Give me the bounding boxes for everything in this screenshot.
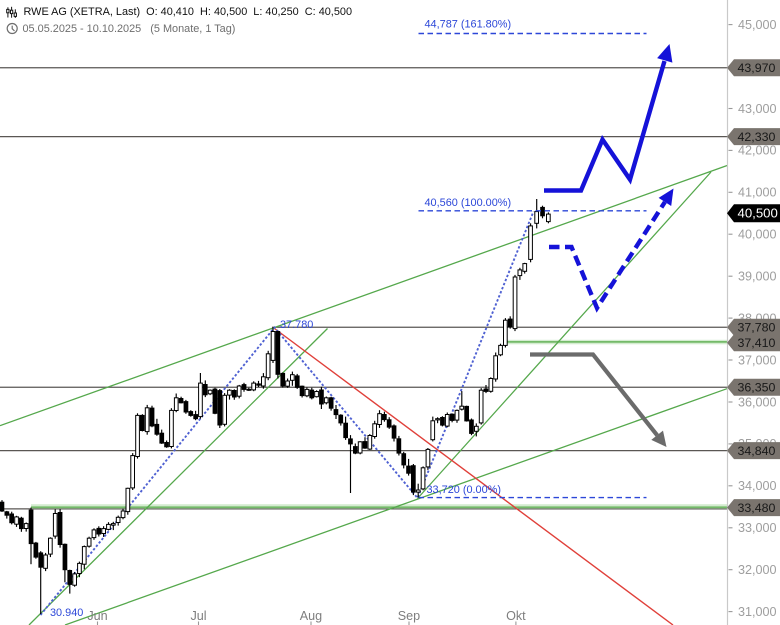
svg-text:42,330: 42,330 [738,130,776,144]
svg-text:05.05.2025 - 10.10.2025 (5 M: 05.05.2025 - 10.10.2025 (5 Monate, 1 Tag… [23,23,236,35]
svg-text:45,000: 45,000 [738,18,777,32]
svg-text:33,720 (0.00%): 33,720 (0.00%) [427,484,501,496]
svg-text:33,000: 33,000 [738,521,777,535]
svg-text:30.940: 30.940 [50,607,83,619]
svg-text:34,840: 34,840 [738,444,776,458]
svg-text:Okt: Okt [506,609,526,623]
svg-text:37.780: 37.780 [280,319,313,331]
svg-text:31,000: 31,000 [738,605,777,619]
svg-text:Sep: Sep [398,609,420,623]
svg-text:33,480: 33,480 [738,501,776,515]
svg-text:Aug: Aug [300,609,322,623]
svg-text:41,000: 41,000 [738,186,777,200]
svg-text:34,000: 34,000 [738,479,777,493]
svg-text:44,787 (161.80%): 44,787 (161.80%) [425,18,512,30]
svg-text:37,410: 37,410 [738,336,776,350]
svg-text:36,000: 36,000 [738,395,777,409]
svg-text:36,350: 36,350 [738,381,776,395]
svg-text:Jul: Jul [190,609,206,623]
svg-text:32,000: 32,000 [738,563,777,577]
svg-text:39,000: 39,000 [738,270,777,284]
svg-text:37,000: 37,000 [738,353,777,367]
svg-text:RWE AG (XETRA, Last) O: 40,41: RWE AG (XETRA, Last) O: 40,410 H: 40,500… [24,6,353,18]
svg-text:40,500: 40,500 [738,206,778,221]
svg-text:37,780: 37,780 [738,321,776,335]
svg-text:40,000: 40,000 [738,228,777,242]
svg-text:43,000: 43,000 [738,102,777,116]
svg-text:40,560 (100.00%): 40,560 (100.00%) [425,197,512,209]
svg-text:42,000: 42,000 [738,144,777,158]
svg-text:Jun: Jun [87,609,107,623]
svg-text:43,970: 43,970 [738,61,776,75]
